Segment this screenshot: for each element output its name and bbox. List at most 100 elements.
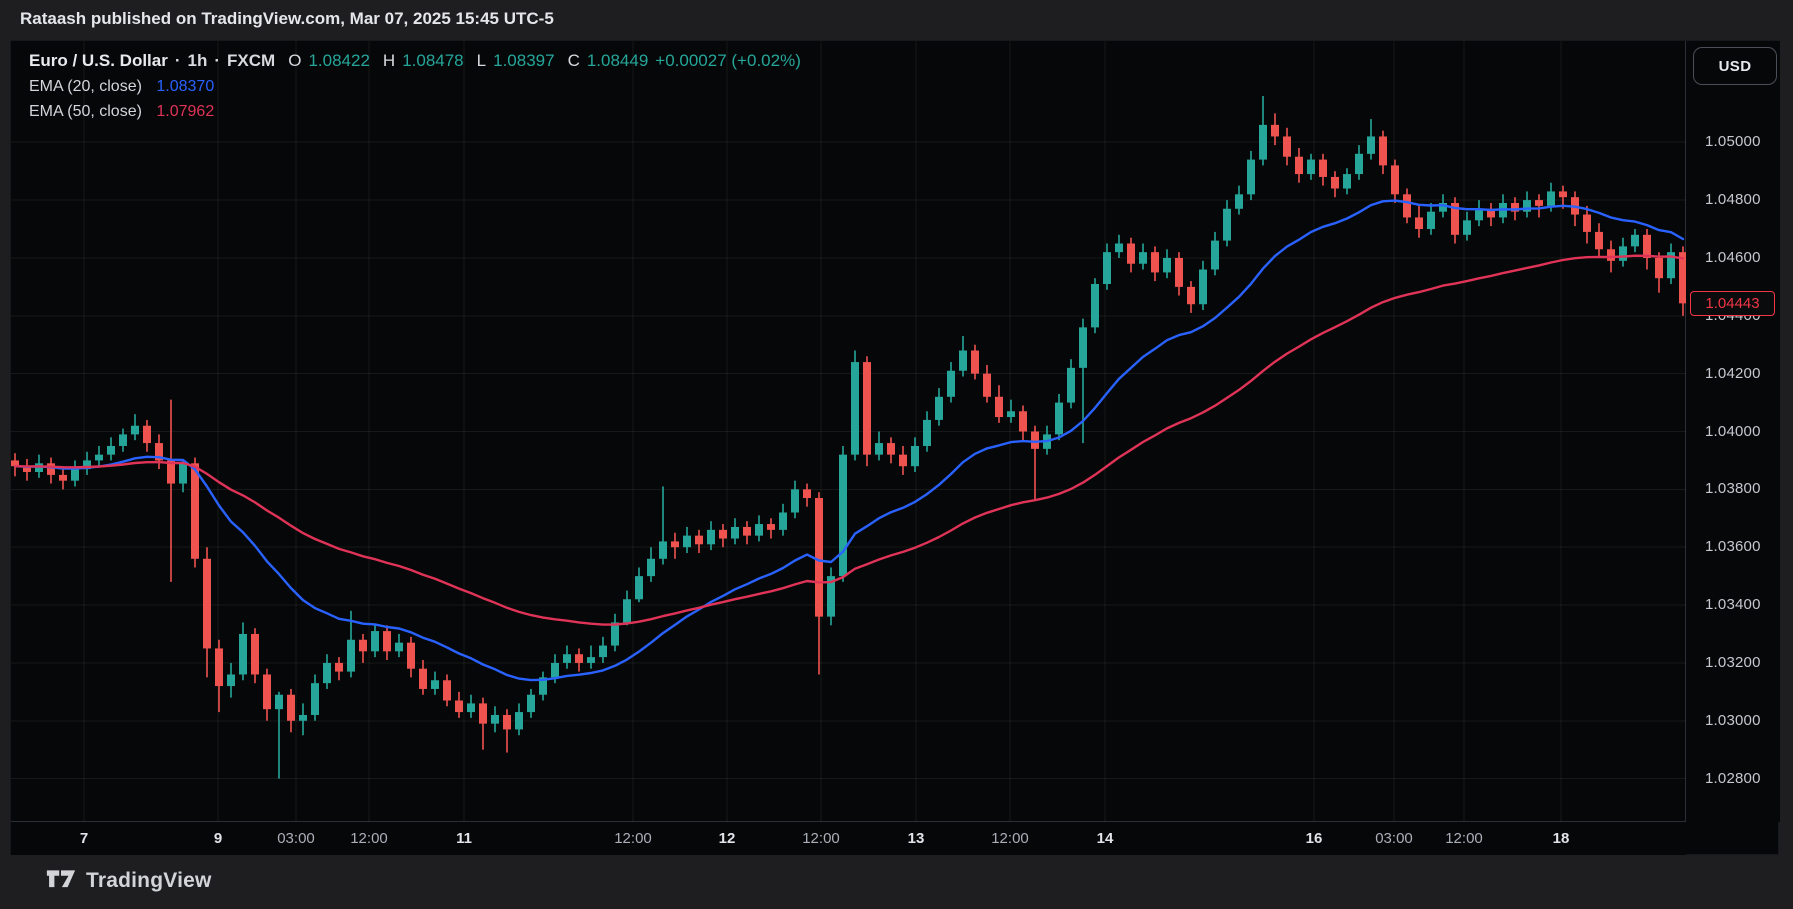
candle-body-up [1523,200,1531,212]
candle-body-down [143,425,151,444]
tradingview-brand-text: TradingView [86,869,212,892]
candle-body-down [995,396,1003,418]
candlestick-chart [11,41,1686,822]
candle-body-up [935,396,943,420]
candle-body-up [227,674,235,687]
candle-body-up [107,445,115,455]
candle-body-down [1031,431,1039,449]
candle-body-down [1295,156,1303,175]
candle-body-up [527,694,535,713]
candle-body-down [671,541,679,548]
ema20-legend-row: EMA (20, close) 1.08370 [29,78,801,96]
candle-body-up [1079,327,1087,368]
candle-body-up [551,662,559,678]
candle-body-down [443,680,451,701]
candle-body-up [1307,159,1315,175]
time-axis[interactable]: 7 9 03:00 12:00 11 12:00 12 12:00 13 12:00 14 16 03:… [11,823,1686,856]
candle-body-up [755,524,763,536]
candle-body-up [1067,367,1075,403]
symbol-title-row: Euro / U.S. Dollar · 1h · FXCM O 1.08422 … [29,51,801,71]
candle-body-down [1331,176,1339,189]
candle-body-up [83,460,91,470]
price-tick-label: 1.02800 [1705,769,1761,787]
tradingview-brand[interactable]: TradingView [46,869,212,893]
ema50-value: 1.07962 [156,103,215,120]
candle-body-up [299,714,307,721]
candle-body-up [683,535,691,548]
candle-body-down [287,694,295,721]
chart-plot-area[interactable]: Euro / U.S. Dollar · 1h · FXCM O 1.08422 … [11,41,1686,822]
ema50-label: EMA (50, close) [29,103,142,120]
candle-body-up [647,558,655,577]
candle-body-up [959,350,967,371]
candle-body-up [275,694,283,710]
candle-body-up [563,654,571,663]
candle-body-up [1343,174,1351,189]
candle-body-up [491,714,499,724]
candle-body-up [875,443,883,455]
time-tick-day-label: 7 [79,830,89,847]
candle-body-up [1547,191,1555,206]
candle-body-down [803,489,811,499]
candle-body-up [1355,153,1363,175]
published-header-text: Rataash published on TradingView.com, Ma… [20,9,554,28]
low-value: 1.08397 [493,51,555,70]
candle-body-down [1319,159,1327,177]
candle-body-down [1511,202,1519,212]
time-tick-day-label: 16 [1305,830,1323,847]
candle-body-down [251,633,259,675]
chart-legend: Euro / U.S. Dollar · 1h · FXCM O 1.08422 … [29,51,801,121]
open-label: O [288,51,302,70]
candle-body-up [1091,283,1099,328]
candle-body-down [1379,136,1387,166]
candle-body-down [263,674,271,710]
published-header-bar: Rataash published on TradingView.com, Ma… [0,0,1793,40]
candle-body-down [815,498,823,617]
candle-body-down [1595,231,1603,250]
candle-body-up [515,712,523,730]
candle-body-down [335,662,343,672]
candle-body-down [1643,234,1651,258]
candle-body-up [1667,252,1675,279]
candle-body-up [311,683,319,715]
candle-body-down [191,463,199,559]
candle-body-down [971,350,979,374]
chart-panel: Euro / U.S. Dollar · 1h · FXCM O 1.08422 … [10,40,1780,856]
time-tick-hour-label: 12:00 [991,830,1029,847]
price-axis[interactable]: 1.04443 1.050001.048001.046001.044001.04… [1687,41,1780,822]
footer-bar: TradingView [0,855,1793,909]
candle-body-down [1583,214,1591,232]
candle-body-up [1139,252,1147,264]
candle-body-up [347,639,355,672]
candle-body-down [455,700,463,713]
candle-body-down [1655,257,1663,279]
ema50-line [13,254,1685,626]
candle-body-down [1415,217,1423,230]
separator: · [214,51,221,70]
candle-body-up [707,529,715,545]
ema50-legend-row: EMA (50, close) 1.07962 [29,103,801,121]
high-label: H [382,51,396,70]
candle-body-down [1283,136,1291,157]
candle-body-up [467,703,475,713]
time-tick-hour-label: 12:00 [614,830,652,847]
ema20-value: 1.08370 [156,78,215,95]
candle-body-down [59,474,67,481]
price-tick-label: 1.05000 [1705,133,1761,151]
candle-body-up [1427,211,1435,230]
high-value: 1.08478 [402,51,464,70]
candle-body-up [1619,246,1627,261]
candle-body-up [923,419,931,446]
candle-body-down [23,466,31,472]
candle-body-down [407,642,415,669]
currency-toggle-button[interactable]: USD [1693,47,1777,85]
candle-body-up [1439,202,1447,212]
candle-body-down [1679,252,1686,304]
candle-body-up [323,662,331,684]
candle-body-up [731,526,739,539]
candle-body-up [1367,136,1375,154]
candle-body-up [947,370,955,397]
candle-body-up [599,645,607,658]
time-tick-day-label: 14 [1096,830,1114,847]
open-value: 1.08422 [308,51,370,70]
